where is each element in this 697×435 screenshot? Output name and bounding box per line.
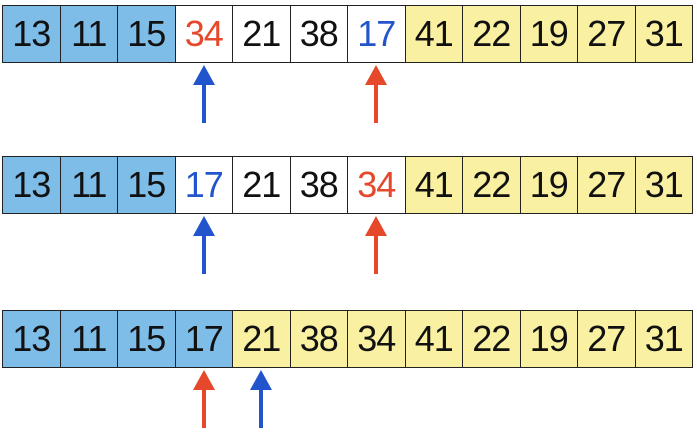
array-cell: 19 — [520, 311, 578, 367]
array-cell: 15 — [118, 311, 176, 367]
array-cell: 15 — [118, 6, 176, 62]
pointer-arrows-step-3 — [2, 370, 693, 430]
array-cell: 19 — [520, 6, 578, 62]
array-cell: 27 — [578, 157, 636, 213]
array-cell: 27 — [578, 311, 636, 367]
blue-up-arrow-icon — [248, 370, 274, 430]
array-cell: 11 — [60, 6, 118, 62]
array-row-step-2: 13 11 15 17 21 38 34 41 22 19 27 31 — [2, 156, 693, 214]
array-cell: 22 — [463, 311, 521, 367]
array-cell: 17 — [175, 311, 233, 367]
array-cell: 41 — [405, 157, 463, 213]
array-cell: 31 — [635, 311, 692, 367]
array-cell: 19 — [520, 157, 578, 213]
array-cell: 13 — [3, 157, 61, 213]
array-row-step-1: 13 11 15 34 21 38 17 41 22 19 27 31 — [2, 5, 693, 63]
red-up-arrow-icon — [363, 216, 389, 276]
pointer-arrows-step-2 — [2, 216, 693, 276]
array-cell: 11 — [60, 311, 118, 367]
array-cell: 38 — [290, 311, 348, 367]
array-cell: 21 — [233, 6, 291, 62]
array-cell: 21 — [233, 311, 291, 367]
array-cell: 38 — [290, 6, 348, 62]
array-cell: 41 — [405, 6, 463, 62]
array-cell: 34 — [348, 311, 406, 367]
array-cell: 17 — [348, 6, 406, 62]
array-cell: 27 — [578, 6, 636, 62]
array-cell: 21 — [233, 157, 291, 213]
array-cell: 13 — [3, 311, 61, 367]
red-up-arrow-icon — [363, 65, 389, 125]
pointer-arrows-step-1 — [2, 65, 693, 125]
array-cell: 15 — [118, 157, 176, 213]
array-cell: 17 — [175, 157, 233, 213]
array-row-step-3: 13 11 15 17 21 38 34 41 22 19 27 31 — [2, 310, 693, 368]
array-cell: 38 — [290, 157, 348, 213]
array-cell: 34 — [175, 6, 233, 62]
array-cell: 34 — [348, 157, 406, 213]
array-cell: 13 — [3, 6, 61, 62]
array-cell: 31 — [635, 6, 692, 62]
red-up-arrow-icon — [191, 370, 217, 430]
blue-up-arrow-icon — [191, 65, 217, 125]
array-cell: 22 — [463, 157, 521, 213]
array-cell: 22 — [463, 6, 521, 62]
array-cell: 31 — [635, 157, 692, 213]
blue-up-arrow-icon — [191, 216, 217, 276]
array-cell: 41 — [405, 311, 463, 367]
array-cell: 11 — [60, 157, 118, 213]
